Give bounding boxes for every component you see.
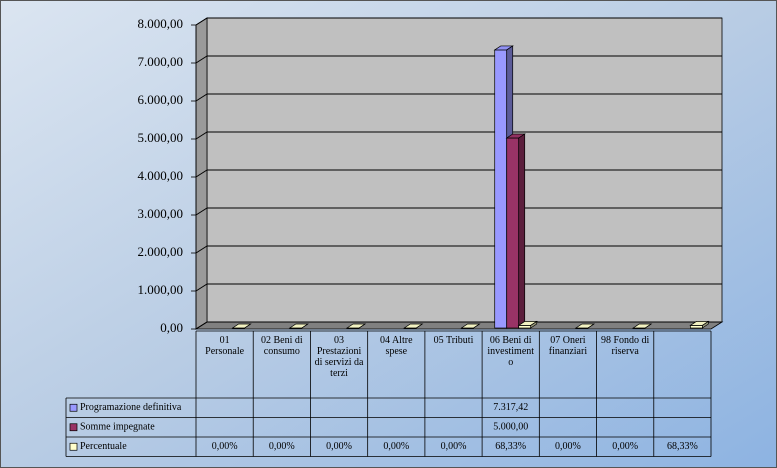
bar-front bbox=[518, 325, 532, 329]
bar bbox=[505, 133, 526, 329]
bar-side bbox=[358, 323, 366, 329]
bar-side bbox=[702, 320, 709, 329]
x-tick-label: 05 Tributi bbox=[434, 335, 474, 346]
table-value: 0,00% bbox=[555, 441, 581, 452]
bar bbox=[574, 323, 596, 329]
bar bbox=[403, 323, 424, 329]
x-tick-label: 01 Personale bbox=[205, 335, 244, 357]
legend-key bbox=[69, 403, 78, 412]
bar-side bbox=[473, 323, 480, 329]
bar bbox=[231, 323, 252, 329]
table-value: 68,33% bbox=[495, 441, 526, 452]
grid-line-side bbox=[195, 131, 208, 140]
bar-side bbox=[416, 323, 423, 329]
y-tick-label: 7.000,00 bbox=[138, 54, 184, 69]
bar-front bbox=[690, 325, 703, 329]
bar-side bbox=[530, 320, 538, 329]
x-tick-label: 03 Prestazioni di servizi da terzi bbox=[315, 335, 364, 379]
table-value: 68,33% bbox=[667, 441, 698, 452]
bar-side bbox=[518, 133, 526, 329]
bar-side bbox=[644, 323, 652, 329]
bar bbox=[632, 323, 653, 329]
y-tick-label: 6.000,00 bbox=[138, 92, 184, 107]
y-tick-label: 1.000,00 bbox=[138, 282, 184, 297]
y-tick-label: 4.000,00 bbox=[138, 168, 184, 183]
bar-front bbox=[506, 137, 520, 329]
grid-line-side bbox=[195, 207, 208, 216]
y-tick-label: 8.000,00 bbox=[138, 16, 184, 31]
y-tick-label: 0,00 bbox=[160, 320, 183, 335]
bar-side bbox=[244, 323, 251, 329]
bar-front bbox=[494, 49, 508, 329]
table-value: 0,00% bbox=[383, 441, 409, 452]
y-tick-label: 2.000,00 bbox=[138, 244, 184, 259]
x-tick-label: 07 Oneri finanziari bbox=[549, 335, 588, 357]
grid-line-side bbox=[195, 245, 208, 254]
table-value: 0,00% bbox=[212, 441, 238, 452]
x-tick-label: 06 Beni di investiment o bbox=[487, 335, 534, 368]
table-value: 0,00% bbox=[612, 441, 638, 452]
x-tick-label: 02 Beni di consumo bbox=[261, 335, 303, 357]
table-value: 0,00% bbox=[326, 441, 352, 452]
bar bbox=[460, 323, 481, 329]
bar bbox=[345, 323, 367, 329]
table-value: 7.317,42 bbox=[493, 402, 528, 413]
x-tick-label: 04 Altre spese bbox=[380, 335, 413, 357]
legend-label: Percentuale bbox=[80, 441, 127, 452]
table-value: 0,00% bbox=[269, 441, 295, 452]
y-tick-label: 3.000,00 bbox=[138, 206, 184, 221]
x-tick-label: 98 Fondo di riserva bbox=[601, 335, 650, 357]
table-value: 5.000,00 bbox=[493, 422, 528, 433]
legend-label: Somme impegnate bbox=[80, 422, 155, 433]
y-tick-label: 5.000,00 bbox=[138, 130, 184, 145]
bar-side bbox=[587, 323, 595, 329]
bar bbox=[517, 320, 538, 329]
bar-side bbox=[301, 323, 309, 329]
grid-line-side bbox=[195, 321, 208, 330]
bar bbox=[689, 320, 710, 329]
grid-line-side bbox=[195, 93, 208, 102]
legend-key bbox=[69, 442, 78, 451]
legend-key bbox=[69, 423, 78, 432]
grid-line-side bbox=[195, 169, 208, 178]
legend-label: Programazione definitiva bbox=[80, 402, 182, 413]
grid-line-side bbox=[195, 17, 208, 26]
table-value: 0,00% bbox=[441, 441, 467, 452]
bar bbox=[288, 323, 309, 329]
grid-line-side bbox=[195, 55, 208, 64]
grid-line-side bbox=[195, 283, 208, 292]
